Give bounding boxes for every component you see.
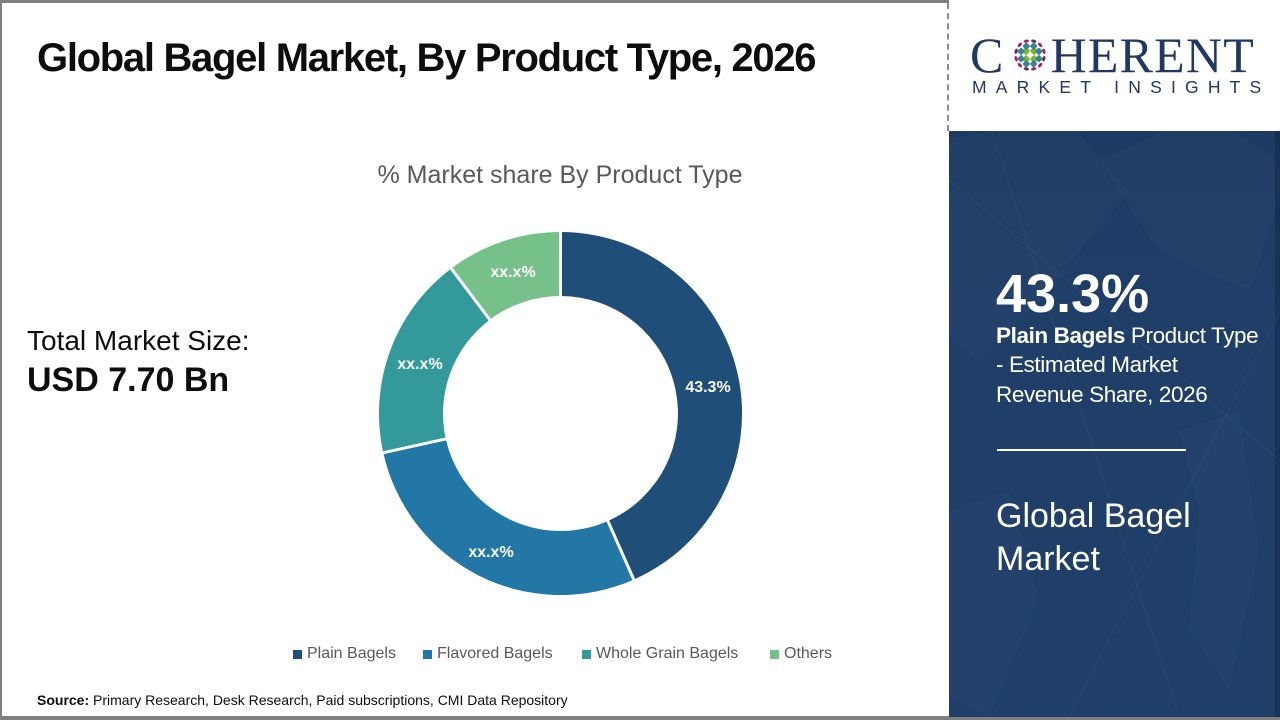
svg-text:xx.x%: xx.x% xyxy=(397,356,442,373)
svg-text:xx.x%: xx.x% xyxy=(468,544,513,561)
svg-text:43.3%: 43.3% xyxy=(685,379,730,396)
svg-text:xx.x%: xx.x% xyxy=(490,264,535,281)
